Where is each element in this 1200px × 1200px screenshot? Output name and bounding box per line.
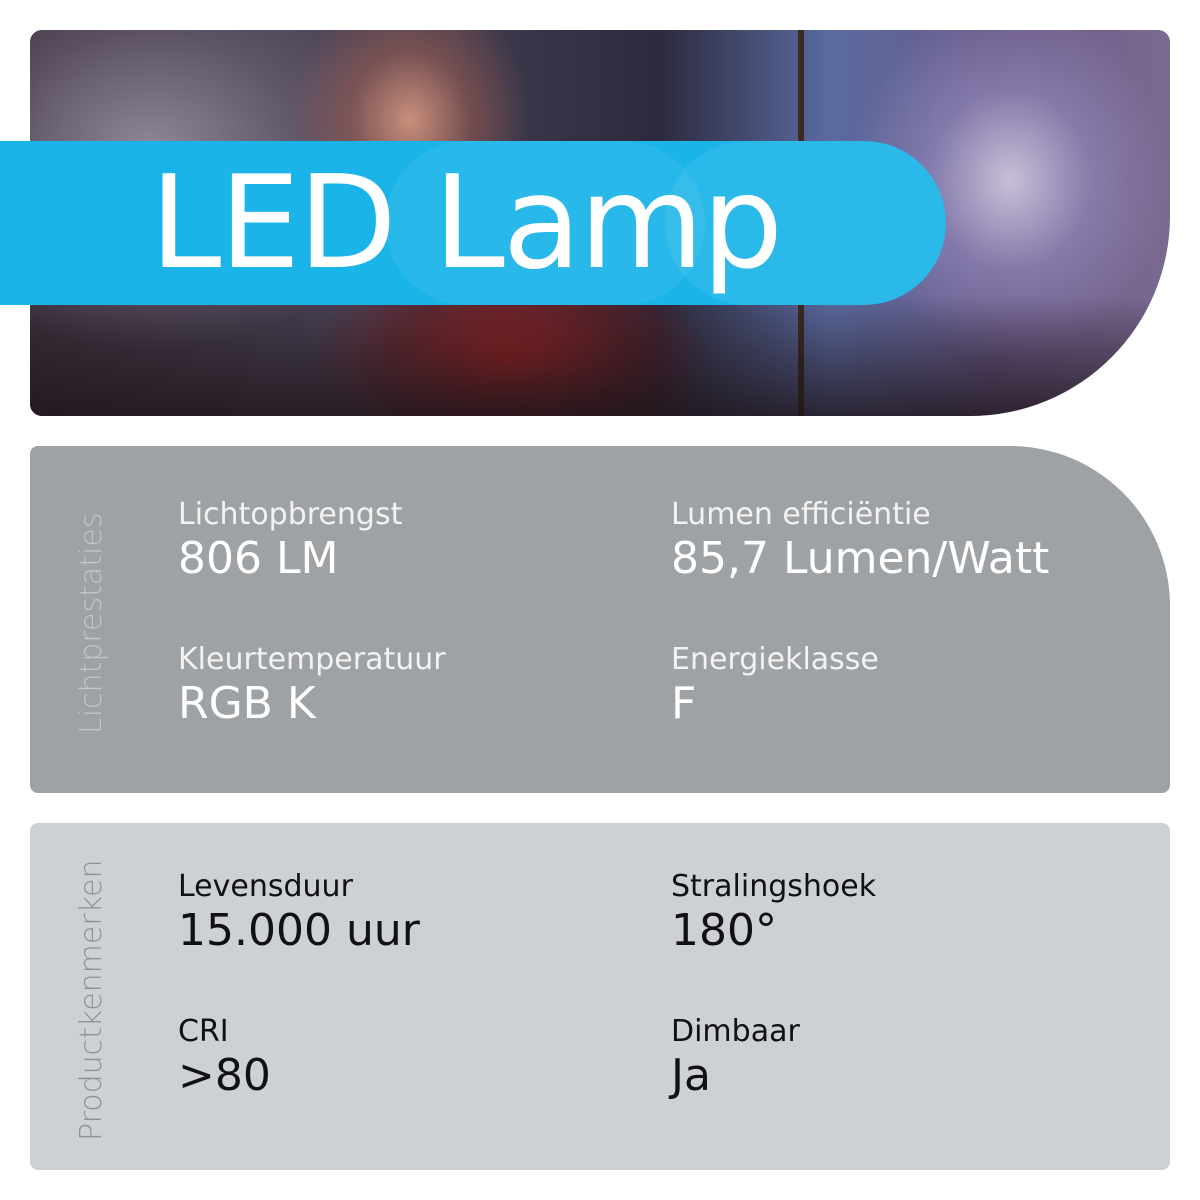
spec-label: Lichtopbrengst — [178, 497, 403, 532]
spec-value: Ja — [671, 1050, 711, 1101]
spec-value: F — [671, 678, 697, 729]
page-title: LED Lamp — [150, 149, 783, 298]
section-light-performance: Lichtprestaties Lichtopbrengst 806 LM Lum… — [30, 446, 1170, 793]
spec-item: Dimbaar Ja — [671, 1015, 800, 1103]
spec-item: Levensduur 15.000 uur — [178, 870, 420, 958]
spec-value: RGB K — [178, 678, 316, 729]
spec-value: 806 LM — [178, 533, 339, 584]
spec-item: Energieklasse F — [671, 643, 879, 731]
section-heading: Productkenmerken — [74, 859, 109, 1141]
spec-value: 85,7 Lumen/Watt — [671, 533, 1050, 584]
spec-label: Levensduur — [178, 869, 353, 904]
banner-circle — [385, 141, 705, 305]
title-banner: LED Lamp — [0, 141, 946, 305]
spec-label: Dimbaar — [671, 1014, 800, 1049]
spec-item: Kleurtemperatuur RGB K — [178, 643, 446, 731]
spec-item: Stralingshoek 180° — [671, 870, 876, 958]
spec-label: CRI — [178, 1014, 229, 1049]
spec-item: Lumen efficiëntie 85,7 Lumen/Watt — [671, 498, 1049, 586]
spec-label: Stralingshoek — [671, 869, 877, 904]
spec-label: Lumen efficiëntie — [671, 497, 931, 532]
banner-circle — [665, 141, 946, 305]
spec-value: 180° — [671, 905, 777, 956]
section-heading: Lichtprestaties — [74, 512, 109, 734]
spec-value: 15.000 uur — [178, 905, 420, 956]
section-product-features: Productkenmerken Levensduur 15.000 uur St… — [30, 823, 1170, 1170]
spec-label: Energieklasse — [671, 642, 879, 677]
photo-shade — [30, 296, 1170, 416]
spec-item: Lichtopbrengst 806 LM — [178, 498, 402, 586]
spec-label: Kleurtemperatuur — [178, 642, 446, 677]
spec-value: >80 — [178, 1050, 271, 1101]
spec-item: CRI >80 — [178, 1015, 271, 1103]
